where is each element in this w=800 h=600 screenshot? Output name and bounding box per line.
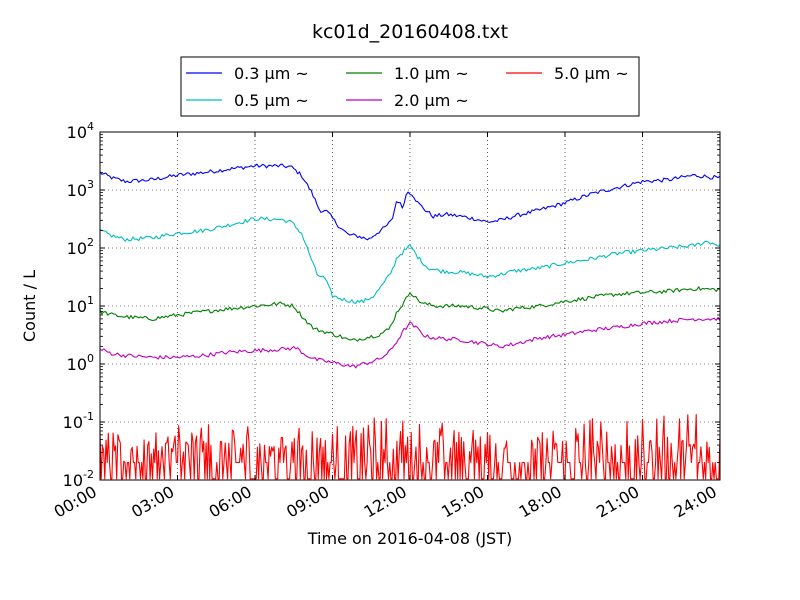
legend-label: 2.0 μm ~ bbox=[394, 91, 469, 110]
series-line bbox=[99, 216, 721, 304]
y-tick-label: 102 bbox=[67, 236, 94, 258]
series-line bbox=[99, 286, 720, 342]
series-line bbox=[99, 163, 721, 241]
y-tick-label: 103 bbox=[67, 178, 94, 200]
ticks bbox=[99, 131, 721, 481]
series-line bbox=[99, 316, 721, 369]
y-tick-label: 10-2 bbox=[63, 468, 94, 490]
y-axis-label: Count / L bbox=[20, 270, 39, 342]
y-tick-label: 10-1 bbox=[63, 410, 94, 432]
x-tick-label: 24:00 bbox=[671, 482, 720, 522]
x-tick-label: 15:00 bbox=[438, 482, 487, 522]
x-tick-label: 18:00 bbox=[516, 482, 565, 522]
y-tick-label: 101 bbox=[67, 294, 94, 316]
y-tick-label: 100 bbox=[67, 352, 94, 374]
x-tick-label: 21:00 bbox=[593, 482, 642, 522]
x-tick-label: 06:00 bbox=[206, 482, 255, 522]
chart-title: kc01d_20160408.txt bbox=[312, 21, 508, 43]
series-layer bbox=[99, 163, 721, 480]
legend-label: 0.3 μm ~ bbox=[234, 64, 309, 83]
x-tick-label: 03:00 bbox=[128, 482, 177, 522]
x-tick-label: 12:00 bbox=[361, 482, 410, 522]
legend-label: 5.0 μm ~ bbox=[554, 64, 629, 83]
legend: 0.3 μm ~ 0.5 μm ~ 1.0 μm ~ 2.0 μm ~ 5.0 μm ~ bbox=[180, 56, 640, 117]
legend-label: 1.0 μm ~ bbox=[394, 64, 469, 83]
legend-label: 0.5 μm ~ bbox=[234, 91, 309, 110]
legend-box bbox=[180, 56, 640, 117]
y-tick-labels: 10-2 10-1 100 101 102 103 104 bbox=[63, 120, 94, 490]
x-tick-labels: 00:00 03:00 06:00 09:00 12:00 15:00 18:00 21:00… bbox=[51, 482, 720, 522]
grid bbox=[100, 132, 720, 480]
x-tick-label: 09:00 bbox=[283, 482, 332, 522]
x-axis-label: Time on 2016-04-08 (JST) bbox=[307, 529, 512, 548]
y-tick-label: 104 bbox=[67, 120, 94, 142]
